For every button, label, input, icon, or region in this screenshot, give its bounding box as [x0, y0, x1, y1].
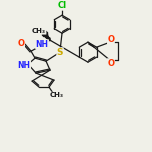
Text: CH₃: CH₃: [32, 28, 46, 34]
Polygon shape: [43, 32, 50, 40]
Text: O: O: [107, 35, 114, 44]
Text: S: S: [57, 48, 63, 57]
Text: CH₃: CH₃: [50, 92, 64, 98]
Text: O: O: [18, 39, 25, 48]
Text: Cl: Cl: [57, 1, 67, 10]
Text: NH: NH: [36, 40, 48, 49]
Text: NH: NH: [18, 61, 31, 70]
Text: O: O: [107, 59, 114, 68]
